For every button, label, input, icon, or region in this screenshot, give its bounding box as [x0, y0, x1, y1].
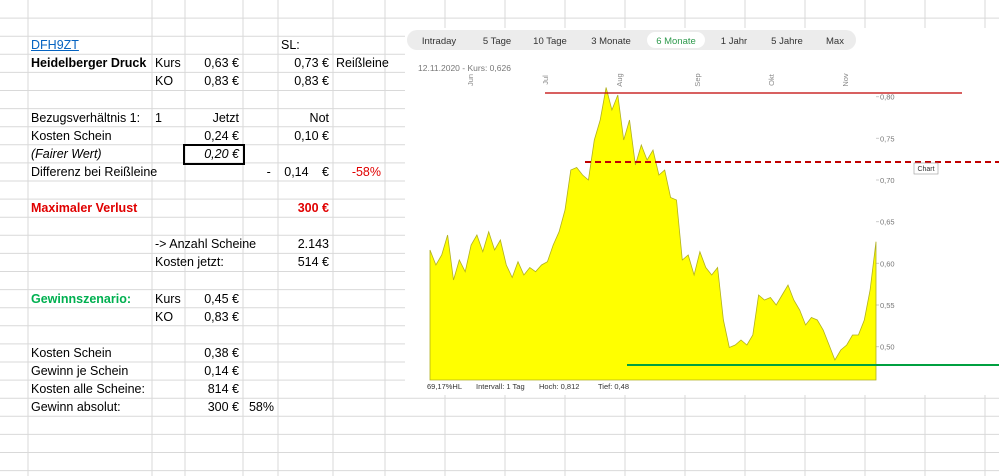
cell: Kosten alle Scheine:: [31, 382, 145, 397]
chart-tooltip-box: [913, 162, 939, 175]
timeframe-tab[interactable]: 5 Jahre: [771, 36, 803, 47]
timeframe-tab[interactable]: Intraday: [422, 36, 457, 47]
chart-footer: Hoch: 0,812: [539, 382, 579, 391]
y-tick-label: 0,55: [880, 301, 895, 310]
y-tick-label: 0,70: [880, 176, 895, 185]
y-tick-label: 0,75: [880, 134, 895, 143]
chart-footer: 69,17%HL: [427, 382, 462, 391]
cell: Gewinn je Schein: [31, 364, 129, 378]
chart-footer: Intervall: 1 Tag: [476, 382, 525, 391]
cell: 814 €: [207, 382, 239, 397]
cell: KO: [155, 309, 174, 324]
timeframe-tab[interactable]: 3 Monate: [591, 36, 631, 47]
cell: 0,83 €: [204, 309, 239, 324]
cell: 0,20 €: [204, 146, 239, 161]
cell: 0,24 €: [204, 128, 239, 143]
cell: 2.143: [297, 237, 329, 252]
cell: Heidelberger Druck: [31, 56, 147, 71]
chart-tooltip-label: Chart: [917, 166, 934, 173]
cell: 0,83 €: [294, 74, 329, 89]
y-tick-label: 0,60: [880, 259, 895, 268]
month-label: Nov: [841, 73, 850, 87]
cell: 300 €: [207, 400, 239, 415]
tab-bar: [407, 30, 856, 50]
month-label: Sep: [693, 73, 702, 86]
y-tick-label: 0,80: [880, 93, 895, 102]
cell: 0,10 €: [294, 128, 329, 143]
link-cell[interactable]: DFH9ZT: [31, 38, 79, 53]
cell: - 0,14 €: [266, 164, 329, 179]
cell: Differenz bei Reißleine: [31, 164, 158, 179]
chart-header: 12.11.2020 - Kurs: 0,626: [418, 63, 511, 73]
month-label: Jun: [466, 74, 475, 86]
cell: Kurs: [155, 56, 181, 71]
cell: -58%: [351, 164, 381, 179]
month-label: Jul: [541, 75, 550, 85]
cell: 300 €: [297, 201, 329, 216]
price-area: [429, 87, 877, 381]
cell: SL:: [281, 38, 300, 53]
cell: (Fairer Wert): [31, 146, 102, 161]
timeframe-tab[interactable]: Max: [826, 36, 844, 47]
month-label: Aug: [615, 73, 624, 86]
cell: Reißleine: [336, 56, 389, 71]
cell: Gewinn absolut:: [31, 400, 121, 415]
cell: 0,73 €: [294, 56, 329, 71]
cell: -> Anzahl Scheine: [155, 237, 257, 252]
cell: KO: [155, 74, 174, 89]
month-label: Okt: [767, 73, 776, 86]
cell: Kosten jetzt:: [155, 255, 224, 270]
chart-footer: Tief: 0,48: [598, 382, 629, 391]
cell: 58%: [248, 400, 274, 415]
cell: Kurs: [155, 291, 181, 306]
y-tick-label: 0,50: [880, 343, 895, 352]
cell: 0,63 €: [204, 56, 239, 71]
active-tab-pill: [647, 32, 705, 48]
timeframe-tab[interactable]: 5 Tage: [483, 36, 511, 47]
cell: 0,14 €: [204, 364, 239, 378]
y-tick-label: 0,65: [880, 218, 895, 227]
cell: Not: [309, 110, 329, 125]
cell: 0,45 €: [204, 291, 239, 306]
cell: Kosten Schein: [31, 345, 112, 360]
cell: 0,38 €: [204, 345, 239, 360]
cell: 1: [155, 110, 162, 125]
cell: 0,83 €: [204, 74, 239, 89]
timeframe-tab[interactable]: 10 Tage: [533, 36, 567, 47]
selected-cell-border: [183, 143, 245, 165]
cell: Jetzt: [212, 110, 239, 125]
timeframe-tab[interactable]: 1 Jahr: [721, 36, 747, 47]
cell: Kosten Schein: [31, 128, 112, 143]
cell: Bezugsverhältnis 1:: [31, 110, 141, 125]
cell: Maximaler Verlust: [31, 201, 138, 216]
cell: Gewinnszenario:: [31, 291, 132, 306]
timeframe-tab[interactable]: 6 Monate: [656, 36, 696, 47]
cell: 514 €: [297, 255, 329, 270]
